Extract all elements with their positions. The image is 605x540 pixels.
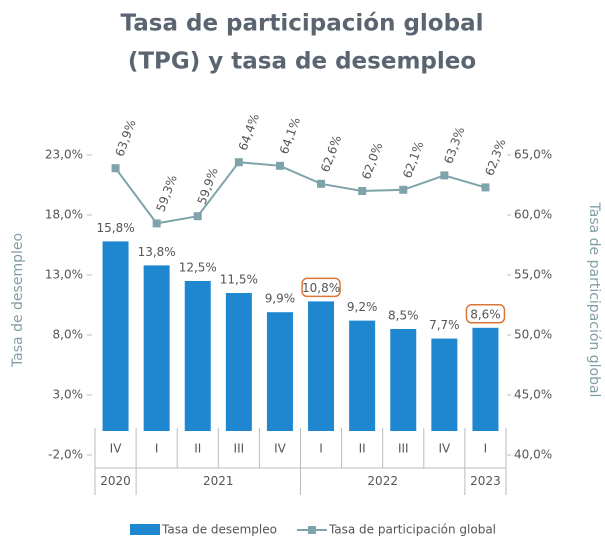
x-tick-label: II	[359, 442, 366, 456]
bar	[225, 293, 252, 431]
line-value-label: 62,6%	[318, 133, 344, 174]
line-value-label: 64,4%	[236, 112, 262, 153]
line-marker	[440, 171, 449, 180]
line-value-label: 59,3%	[154, 173, 180, 214]
bar	[184, 281, 211, 431]
y-tick-label: 13,0%	[45, 268, 83, 282]
year-label: 2023	[470, 474, 501, 488]
line-marker	[111, 164, 120, 173]
line-value-label: 62,3%	[482, 137, 508, 178]
bar-value-label: 7,7%	[429, 318, 460, 332]
line-value-label: 63,9%	[113, 118, 139, 159]
line-marker	[358, 187, 367, 195]
bar	[102, 241, 129, 431]
year-label: 2021	[203, 474, 234, 488]
x-tick-label: III	[398, 442, 409, 456]
legend-swatch	[130, 524, 160, 535]
y-tick-label: 18,0%	[45, 208, 83, 222]
line-value-label: 63,3%	[441, 125, 467, 166]
line-marker	[399, 185, 408, 194]
year-label: 2020	[100, 474, 131, 488]
x-tick-label: III	[234, 442, 245, 456]
y2-tick-label: 65,0%	[514, 148, 552, 162]
line	[114, 161, 486, 225]
line-marker	[152, 219, 161, 228]
x-tick-label: IV	[274, 442, 287, 456]
bar-value-label: 13,8%	[138, 245, 176, 259]
year-label: 2022	[367, 474, 398, 488]
bar	[431, 338, 458, 431]
line-marker	[481, 183, 490, 192]
line-value-label: 64,1%	[277, 115, 303, 156]
x-tick-label: I	[319, 442, 323, 456]
bar-value-label: 11,5%	[220, 273, 258, 287]
line-marker	[193, 212, 202, 221]
bar	[266, 312, 293, 431]
legend-label: Tasa de desempleo	[161, 523, 277, 537]
bar-value-label: 8,6%	[470, 307, 501, 321]
y-axis-title: Tasa de desempleo	[10, 233, 26, 368]
bar	[472, 327, 499, 431]
bar	[308, 301, 335, 431]
x-tick-label: IV	[438, 442, 451, 456]
line-value-label: 62,1%	[400, 139, 426, 180]
y2-tick-label: 55,0%	[514, 268, 552, 282]
y2-tick-label: 40,0%	[514, 448, 552, 462]
y-tick-label: 8,0%	[53, 328, 84, 342]
line-marker	[234, 158, 243, 167]
x-tick-label: I	[155, 442, 159, 456]
y2-axis-title: Tasa de participación global	[586, 202, 602, 398]
legend-label: Tasa de participación global	[328, 523, 496, 537]
chart-subtitle: (TPG) y tasa de desempleo	[128, 49, 476, 75]
line-value-label: 59,9%	[195, 166, 221, 207]
y-tick-label: -2,0%	[48, 448, 83, 462]
y2-tick-label: 45,0%	[514, 388, 552, 402]
chart-title: Tasa de participación global	[121, 11, 484, 37]
bar-value-label: 9,2%	[347, 300, 378, 314]
x-tick-label: II	[194, 442, 201, 456]
line-marker	[317, 179, 326, 188]
bar-value-label: 9,9%	[265, 292, 296, 306]
legend-swatch	[307, 526, 316, 534]
y2-tick-label: 60,0%	[514, 208, 552, 222]
y-tick-label: 3,0%	[53, 388, 84, 402]
bar	[143, 265, 170, 431]
line-value-label: 62,0%	[359, 141, 385, 182]
bar	[349, 320, 376, 431]
highlight-box	[465, 304, 506, 324]
highlight-box	[301, 277, 341, 298]
bar	[390, 329, 417, 431]
bar-value-label: 12,5%	[179, 261, 217, 275]
y2-tick-label: 50,0%	[514, 328, 552, 342]
bar-value-label: 8,5%	[388, 309, 419, 323]
x-tick-label: I	[484, 442, 488, 456]
x-tick-label: IV	[110, 442, 123, 456]
line-marker	[275, 161, 284, 170]
bar-value-label: 15,8%	[96, 221, 134, 235]
bar-value-label: 10,8%	[302, 281, 340, 295]
y-tick-label: 23,0%	[45, 148, 83, 162]
